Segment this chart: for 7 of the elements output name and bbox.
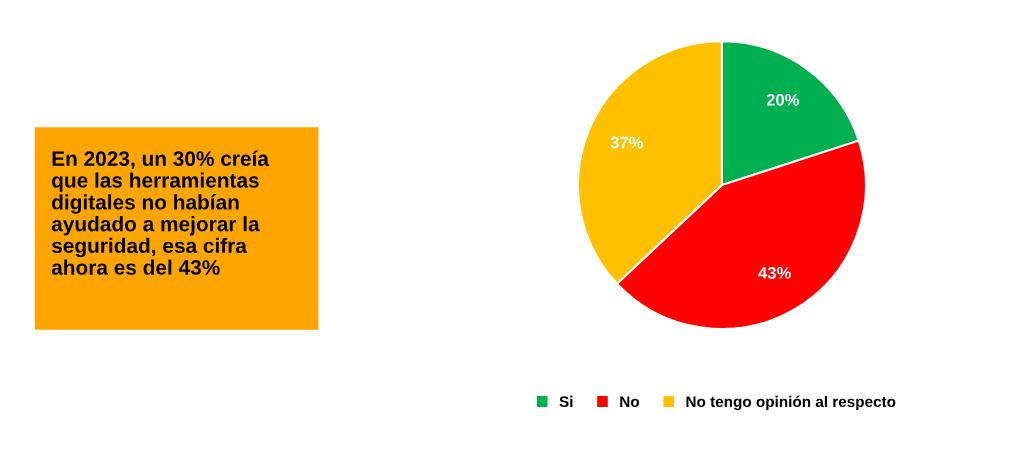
data-label: 43% [758, 266, 791, 279]
text: En 2023, un 30% creía que las herramientas digitales no habían ayudado a mejorar la seguridad, esa cifra ahora es del 43% [51, 150, 270, 275]
data-label: 37% [610, 136, 644, 149]
data-label: 20% [766, 93, 800, 106]
legend-label: No tengo opinión al respecto [686, 395, 896, 411]
legend-label: No [620, 396, 640, 408]
legend-label: Si [559, 395, 573, 408]
